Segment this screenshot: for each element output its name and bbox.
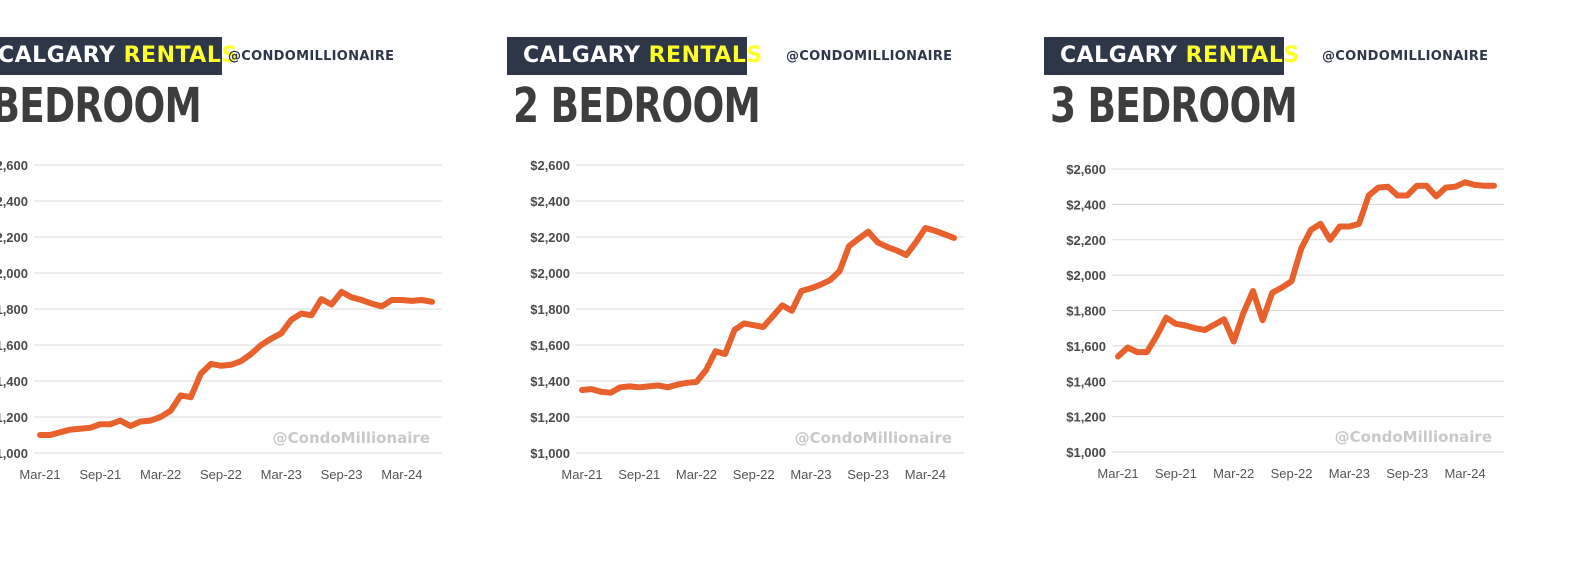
y-tick-label: $1,200: [1066, 410, 1106, 425]
banner-highlight: RENTALS: [123, 43, 238, 68]
banner-highlight: RENTALS: [648, 43, 763, 68]
x-tick-label: Mar-23: [261, 467, 302, 482]
x-tick-label: Sep-22: [1271, 466, 1313, 481]
chart-panel-2: CALGARY RENTALS @CONDOMILLIONAIRE 2 BEDR…: [506, 0, 1026, 564]
x-tick-label: Sep-23: [847, 467, 889, 482]
y-tick-label: $1,000: [530, 446, 570, 461]
y-tick-label: $1,600: [530, 338, 570, 353]
y-tick-label: $1,000: [1066, 445, 1106, 460]
x-tick-label: Mar-21: [19, 467, 60, 482]
x-tick-label: Mar-23: [790, 467, 831, 482]
y-tick-label: $1,600: [0, 338, 28, 353]
banner: CALGARY RENTALS: [507, 37, 762, 75]
x-tick-label: Mar-23: [1329, 466, 1370, 481]
banner-city: CALGARY: [523, 43, 649, 68]
x-tick-label: Mar-24: [381, 467, 422, 482]
series-line: [1115, 179, 1497, 360]
x-tick-label: Mar-22: [140, 467, 181, 482]
y-tick-label: $2,400: [0, 194, 28, 209]
y-tick-label: $2,200: [530, 230, 570, 245]
y-tick-label: $1,800: [1066, 304, 1106, 319]
x-tick-label: Sep-22: [200, 467, 242, 482]
y-tick-label: $2,600: [530, 158, 570, 173]
x-tick-label: Sep-21: [618, 467, 660, 482]
y-tick-label: $2,000: [530, 266, 570, 281]
series-line: [579, 225, 957, 396]
handle-text: @CONDOMILLIONAIRE: [228, 49, 395, 64]
y-tick-label: $2,200: [1066, 233, 1106, 248]
watermark: @CondoMillionaire: [273, 429, 430, 447]
y-tick-label: $1,200: [530, 410, 570, 425]
line-chart: $1,000 $1,200 $1,400 $1,600 $1,800 $2,000 $2,2…: [1066, 162, 1504, 481]
banner-highlight: RENTALS: [1185, 43, 1300, 68]
series-line: [37, 288, 435, 438]
handle-text: @CONDOMILLIONAIRE: [1322, 49, 1489, 64]
y-tick-label: $1,600: [1066, 339, 1106, 354]
x-tick-label: Mar-24: [905, 467, 946, 482]
line-chart: $1,000 $1,200 $1,400 $1,600 $1,800 $2,000 $2,2…: [0, 158, 442, 482]
watermark: @CondoMillionaire: [1335, 428, 1492, 446]
x-tick-label: Sep-21: [79, 467, 121, 482]
y-tick-label: $2,200: [0, 230, 28, 245]
x-tick-label: Mar-22: [1213, 466, 1254, 481]
y-tick-label: $1,400: [530, 374, 570, 389]
banner-city: CALGARY: [1060, 43, 1186, 68]
y-tick-label: $2,000: [1066, 268, 1106, 283]
y-tick-label: $2,400: [530, 194, 570, 209]
y-tick-label: $1,400: [1066, 374, 1106, 389]
x-tick-label: Sep-21: [1155, 466, 1197, 481]
x-tick-label: Sep-23: [1386, 466, 1428, 481]
y-tick-label: $2,000: [0, 266, 28, 281]
y-tick-label: $2,600: [1066, 162, 1106, 177]
x-tick-label: Mar-22: [676, 467, 717, 482]
y-tick-label: $2,600: [0, 158, 28, 173]
x-tick-label: Sep-22: [733, 467, 775, 482]
x-tick-label: Sep-23: [321, 467, 363, 482]
y-tick-label: $1,800: [530, 302, 570, 317]
banner: CALGARY RENTALS: [0, 37, 237, 75]
y-tick-label: $1,200: [0, 410, 28, 425]
watermark: @CondoMillionaire: [795, 429, 952, 447]
y-tick-label: $1,000: [0, 446, 28, 461]
handle-text: @CONDOMILLIONAIRE: [786, 49, 953, 64]
y-tick-label: $1,400: [0, 374, 28, 389]
chart-panel-3: CALGARY RENTALS @CONDOMILLIONAIRE 3 BEDR…: [1044, 0, 1564, 564]
x-tick-label: Mar-21: [1097, 466, 1138, 481]
chart-title: 3 BEDROOM: [1050, 78, 1298, 134]
y-tick-label: $1,800: [0, 302, 28, 317]
x-tick-label: Mar-21: [561, 467, 602, 482]
banner: CALGARY RENTALS: [1044, 37, 1299, 75]
chart-title: 1 BEDROOM: [0, 78, 202, 134]
y-tick-label: $2,400: [1066, 197, 1106, 212]
line-chart: $1,000 $1,200 $1,400 $1,600 $1,800 $2,000 $2,2…: [530, 158, 964, 482]
banner-city: CALGARY: [0, 43, 124, 68]
x-tick-label: Mar-24: [1444, 466, 1485, 481]
chart-title: 2 BEDROOM: [513, 78, 761, 134]
chart-panel-1: CALGARY RENTALS @CONDOMILLIONAIRE 1 BEDR…: [0, 0, 512, 564]
